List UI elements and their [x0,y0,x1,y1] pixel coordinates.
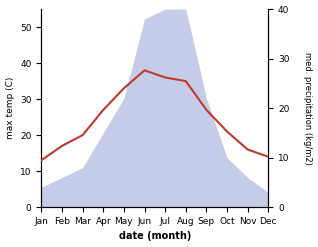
Y-axis label: med. precipitation (kg/m2): med. precipitation (kg/m2) [303,52,313,165]
Y-axis label: max temp (C): max temp (C) [5,77,15,139]
X-axis label: date (month): date (month) [119,231,191,242]
